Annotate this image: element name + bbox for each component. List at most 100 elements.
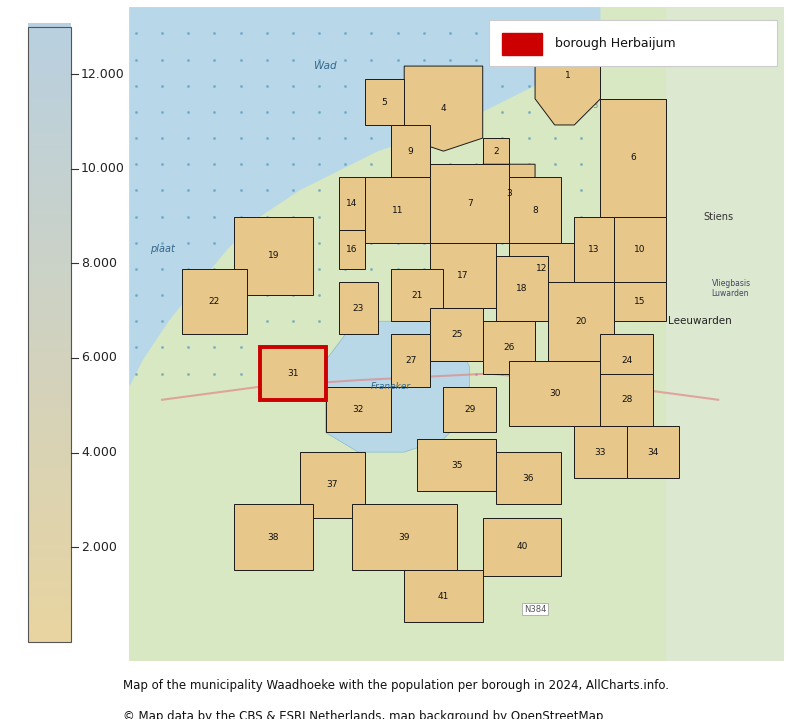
Text: Stiens: Stiens [703, 211, 734, 221]
Polygon shape [365, 178, 430, 243]
Bar [28, 85, 71, 88]
Text: 29: 29 [464, 405, 476, 414]
Bar [28, 410, 71, 413]
Bar [28, 24, 71, 27]
Bar [28, 249, 71, 253]
Bar [28, 316, 71, 319]
Bar [28, 354, 71, 358]
Bar [28, 498, 71, 502]
Bar [28, 132, 71, 136]
Bar [28, 114, 71, 117]
Bar [28, 380, 71, 383]
Polygon shape [509, 360, 600, 426]
Bar [28, 495, 71, 498]
Bar [28, 46, 71, 50]
Bar [28, 258, 71, 261]
Bar [28, 116, 71, 119]
Bar [28, 303, 71, 306]
Bar [28, 182, 71, 186]
Bar [28, 273, 71, 275]
Polygon shape [391, 269, 444, 321]
Bar [28, 513, 71, 516]
Bar [28, 289, 71, 292]
Bar [28, 336, 71, 339]
Bar [28, 505, 71, 508]
Bar [28, 143, 71, 146]
Polygon shape [234, 216, 313, 295]
Bar [28, 373, 71, 377]
Polygon shape [404, 66, 483, 151]
Bar [28, 371, 71, 375]
Bar [28, 365, 71, 368]
Bar [28, 52, 71, 55]
Bar [28, 87, 71, 91]
Bar [28, 589, 71, 592]
Bar [28, 581, 71, 585]
Bar [28, 395, 71, 399]
Text: Leeuwarden: Leeuwarden [668, 316, 731, 326]
Bar [28, 262, 71, 265]
Bar [28, 416, 71, 420]
Polygon shape [626, 426, 679, 478]
Polygon shape [339, 282, 378, 334]
Bar [28, 511, 71, 514]
Bar [28, 157, 71, 160]
Bar [28, 468, 71, 471]
Bar [28, 429, 71, 432]
Bar [28, 44, 71, 47]
Bar [28, 168, 71, 171]
Bar [28, 367, 71, 370]
Text: 4.000: 4.000 [81, 446, 117, 459]
Bar [28, 301, 71, 305]
Bar [28, 215, 71, 218]
Bar [28, 347, 71, 349]
Bar [28, 507, 71, 510]
Bar [28, 421, 71, 423]
Bar [28, 287, 71, 290]
Bar [28, 108, 71, 111]
Bar [28, 515, 71, 518]
Bar [28, 431, 71, 434]
Bar [28, 542, 71, 545]
Text: Map of the municipality Waadhoeke with the population per borough in 2024, AllCh: Map of the municipality Waadhoeke with t… [123, 679, 669, 692]
Bar [28, 36, 71, 39]
Bar [28, 572, 71, 576]
Bar [28, 73, 71, 76]
Bar [28, 326, 71, 329]
Bar [28, 412, 71, 416]
Bar [28, 25, 71, 29]
Bar [28, 423, 71, 426]
Bar [28, 503, 71, 506]
Bar [28, 129, 71, 132]
Bar [28, 161, 71, 165]
Bar [28, 414, 71, 418]
Bar [28, 299, 71, 303]
Text: © Map data by the CBS & ESRI Netherlands, map background by OpenStreetMap.: © Map data by the CBS & ESRI Netherlands… [123, 710, 607, 719]
Bar [28, 283, 71, 286]
Bar [28, 110, 71, 113]
Bar [28, 560, 71, 564]
Bar [28, 149, 71, 152]
Bar [28, 351, 71, 354]
Bar [28, 223, 71, 226]
Polygon shape [260, 347, 326, 400]
Polygon shape [509, 243, 574, 295]
Bar [28, 437, 71, 440]
Text: 23: 23 [353, 303, 364, 313]
Text: Franeker: Franeker [371, 383, 411, 391]
Bar [28, 293, 71, 296]
Text: borough Herbaijum: borough Herbaijum [555, 37, 676, 50]
Bar [28, 626, 71, 630]
Bar [28, 593, 71, 597]
Bar [28, 321, 71, 325]
Text: N393: N393 [576, 101, 599, 110]
Bar [28, 404, 71, 408]
Bar [28, 98, 71, 101]
Bar [28, 445, 71, 449]
Bar [28, 244, 71, 247]
Text: 10: 10 [634, 244, 646, 254]
Bar [28, 484, 71, 487]
Bar [28, 579, 71, 582]
Bar [28, 190, 71, 193]
Bar [28, 634, 71, 638]
